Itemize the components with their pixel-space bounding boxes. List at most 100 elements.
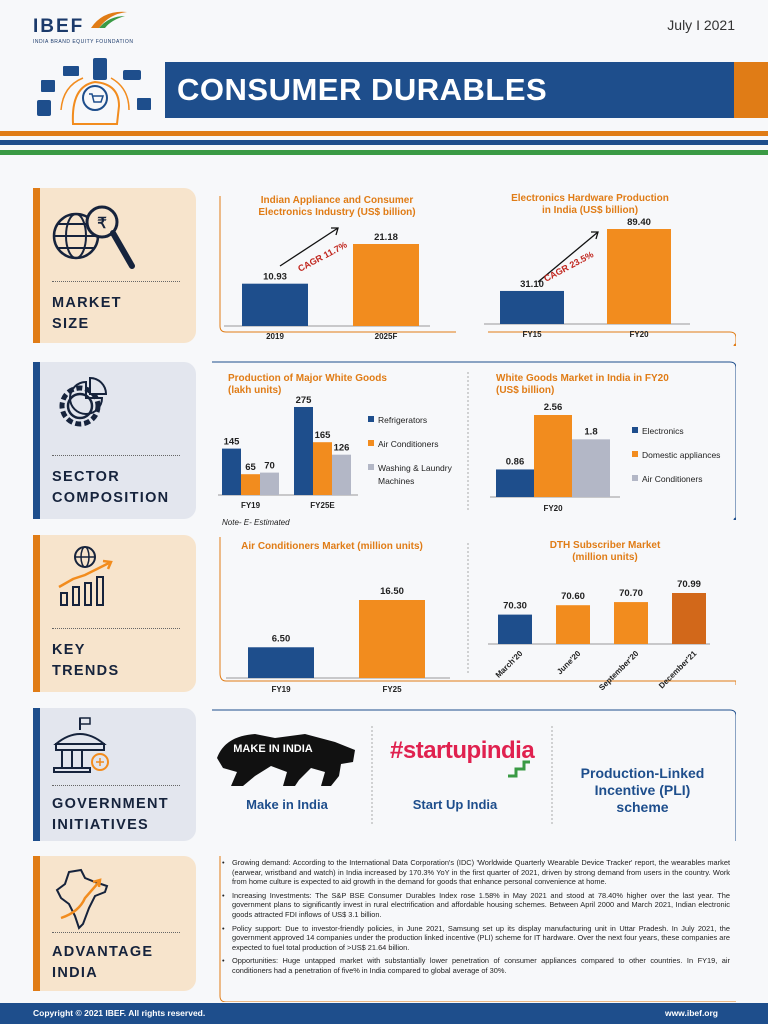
data-label: 70 [264,461,275,472]
data-label: 10.93 [263,272,287,283]
tick-label: June'20 [555,649,583,677]
bar [222,448,241,495]
data-label: 70.30 [503,601,527,612]
bar [242,283,308,326]
bar [496,469,534,497]
startup-step-icon [508,760,530,778]
bar [294,407,313,495]
stripe-green [0,150,768,155]
logo-swoosh-icon [91,11,127,28]
globe-growth-chart-icon [58,546,113,606]
logo-text: IBEF [33,16,85,37]
data-label: 6.50 [272,633,291,644]
legend-label: Electronics [642,426,684,436]
ibef-logo[interactable]: IBEF INDIA BRAND EQUITY FOUNDATION [33,11,143,45]
bar [607,229,671,324]
bar [672,593,706,644]
tab-bar [33,188,40,343]
make-in-india-label[interactable]: Make in India [246,797,328,812]
bar [353,244,419,326]
bar [556,605,590,644]
data-label: 16.50 [380,586,404,597]
bar [498,614,532,644]
report-date: July I 2021 [667,17,735,33]
cagr-label: CAGR 11.7% [296,240,348,274]
data-label: 1.8 [584,426,597,437]
tab-label-trends: KEY TRENDS [52,642,120,679]
data-label: 89.40 [627,217,651,228]
chart1-title: Indian Appliance and Consumer Electronics… [258,195,416,218]
startup-india-label[interactable]: Start Up India [412,797,498,812]
data-label: 145 [224,437,241,448]
bar [500,290,564,324]
data-label: 31.10 [520,279,544,290]
data-label: 126 [334,443,350,454]
globe-magnifier-icon: ₹ [52,205,135,269]
trends-panel [212,533,736,695]
india-map-icon [55,868,109,930]
data-label: 70.70 [619,588,643,599]
chart-ac-market: 6.50 FY19 16.50 FY25 [226,586,450,694]
tab-divider [52,628,180,629]
tab-bar [33,856,40,991]
cagr-arrow [537,231,599,283]
legend-label: Refrigerators [378,415,427,425]
bar [248,647,314,678]
tick-label: FY19 [241,501,261,510]
chart-appliance-industry: 10.93 2019 21.18 2025F CAGR 11.7% [224,227,430,341]
tab-label-market: MARKET SIZE [52,295,122,332]
tick-label: March'20 [494,649,525,680]
data-label: 70.60 [561,591,585,602]
logo-subtitle: INDIA BRAND EQUITY FOUNDATION [33,39,134,45]
legend-swatch [632,475,638,481]
cagr-arrow-head [591,231,599,240]
data-label: 275 [296,395,313,406]
gear-pie-icon [59,376,108,427]
legend-swatch [368,464,374,470]
data-label: 21.18 [374,232,398,243]
startup-india-logo[interactable]: #startupindia [390,737,535,764]
tab-divider [52,281,180,282]
tab-government [33,708,196,841]
chart4-title: White Goods Market in India in FY20 (US$ … [496,373,669,396]
tab-label-sector: SECTOR COMPOSITION [52,469,170,506]
tab-label-advantage: ADVANTAGE INDIA [52,944,154,981]
chart2-title: Electronics Hardware Production in India … [511,193,669,216]
tab-advantage [33,856,196,991]
tab-divider [52,455,180,456]
data-label: 0.86 [506,456,525,467]
chart-electronics-hardware: 31.10 FY15 89.40 FY20 CAGR 23.5% [484,217,690,339]
tick-label: FY25 [382,685,402,694]
data-label: 2.56 [544,402,563,413]
tick-label: FY15 [522,330,542,339]
cagr-arrow [279,227,339,267]
tab-sector [33,362,196,519]
bullet-investments: Increasing Investments: The S&P BSE Cons… [220,891,730,920]
chart-dth-subscribers: 70.30 March'20 70.60 June'20 70.70 September'… [488,579,710,692]
bar [534,415,572,497]
tab-trends [33,535,196,692]
legend-label: Air Conditioners [378,439,438,449]
advantage-bullets: Growing demand: According to the Interna… [220,858,730,980]
chart3-title: Production of Major White Goods (lakh uni… [228,373,387,396]
chart-white-goods-market: 0.86 Electronics 2.56 Domestic appliances 1.… [490,402,720,513]
data-label: 165 [315,430,332,441]
title-accent [734,62,768,118]
footer-url[interactable]: www.ibef.org [664,1008,718,1018]
svg-text:₹: ₹ [97,215,107,232]
pli-scheme-label[interactable]: Production-Linked Incentive (PLI) scheme [580,765,705,815]
consumer-durables-icon [37,58,151,125]
legend-label: Machines [378,476,414,486]
legend-label: Washing & Laundry [378,463,453,473]
tick-label: December'21 [657,649,699,691]
legend-label: Domestic appliances [642,450,720,460]
tick-label: FY20 [543,504,563,513]
bar [572,439,610,497]
bar [614,602,648,644]
tab-divider [52,932,180,933]
bullet-growing-demand: Growing demand: According to the Interna… [220,858,730,887]
make-in-india-lion-logo[interactable]: MAKE IN INDIA [215,728,360,788]
tick-label: 2025F [375,332,398,341]
bar [313,442,332,495]
data-label: 65 [245,462,256,473]
